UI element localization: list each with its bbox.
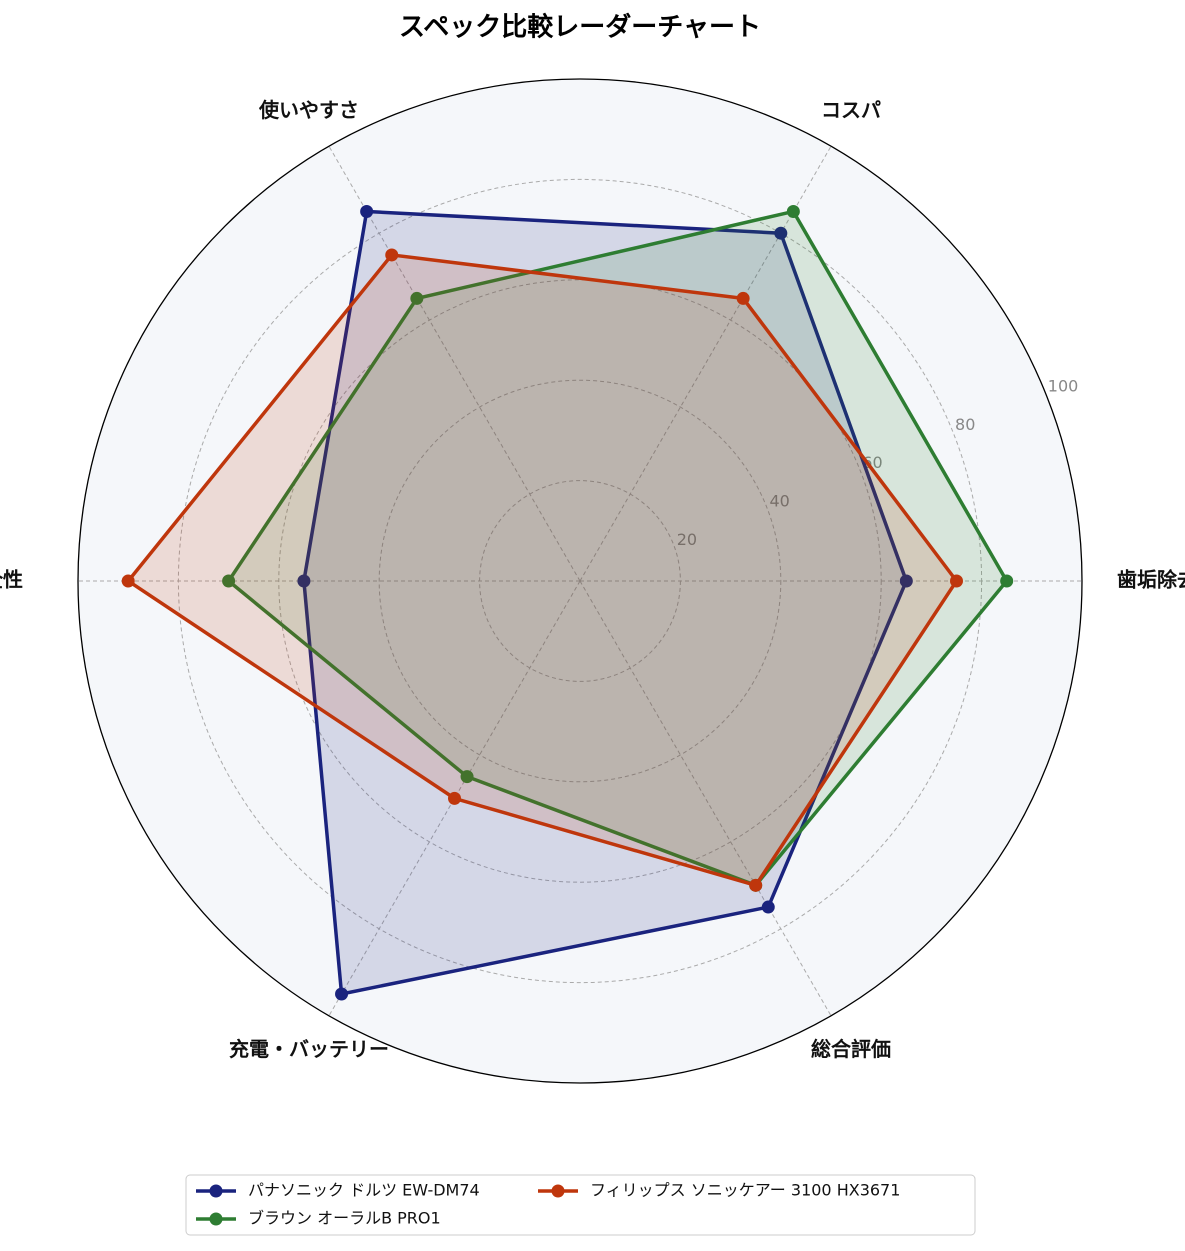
- axis-label: 総合評価: [811, 1037, 891, 1061]
- data-point: [1000, 574, 1014, 588]
- r-tick-label: 20: [677, 530, 697, 549]
- grid-circle: [378, 379, 782, 783]
- legend-text: フィリップス ソニッケアー 3100 HX3671: [590, 1181, 900, 1200]
- data-point: [410, 291, 424, 305]
- data-point: [297, 574, 311, 588]
- axis-label: 安全性: [0, 568, 23, 592]
- legend-text: ブラウン オーラルB PRO1: [248, 1209, 441, 1228]
- r-tick-label: 100: [1048, 376, 1079, 395]
- axis-label: コスパ: [821, 98, 881, 122]
- outer-ring: [77, 78, 1083, 1084]
- data-point: [121, 574, 135, 588]
- data-point: [360, 204, 374, 218]
- series-area: [128, 254, 957, 886]
- r-tick-label: 60: [862, 453, 882, 472]
- axis-label: 歯垢除去力: [1117, 568, 1185, 592]
- axis-label: 使いやすさ: [258, 98, 359, 122]
- data-point: [385, 248, 399, 262]
- series-area: [228, 211, 1007, 886]
- data-point: [448, 791, 461, 805]
- chart-title: スペック比較レーダーチャート: [399, 12, 761, 43]
- data-point: [749, 878, 763, 892]
- r-tick-label: 40: [770, 492, 790, 511]
- data-point: [774, 226, 788, 240]
- legend-marker: [209, 1212, 223, 1226]
- axis-label: 充電・バッテリー: [229, 1037, 389, 1061]
- data-point: [761, 900, 775, 914]
- data-point: [222, 574, 236, 588]
- data-point: [460, 770, 474, 784]
- legend-box: [185, 1174, 976, 1236]
- data-point: [335, 987, 349, 1001]
- data-point: [950, 574, 963, 588]
- legend-marker: [551, 1184, 565, 1198]
- legend-text: パナソニック ドルツ EW-DM74: [248, 1181, 480, 1200]
- data-point: [736, 291, 750, 305]
- r-tick-label: 80: [955, 415, 975, 434]
- data-point: [786, 204, 800, 218]
- legend-marker: [209, 1184, 223, 1198]
- data-point: [899, 574, 913, 588]
